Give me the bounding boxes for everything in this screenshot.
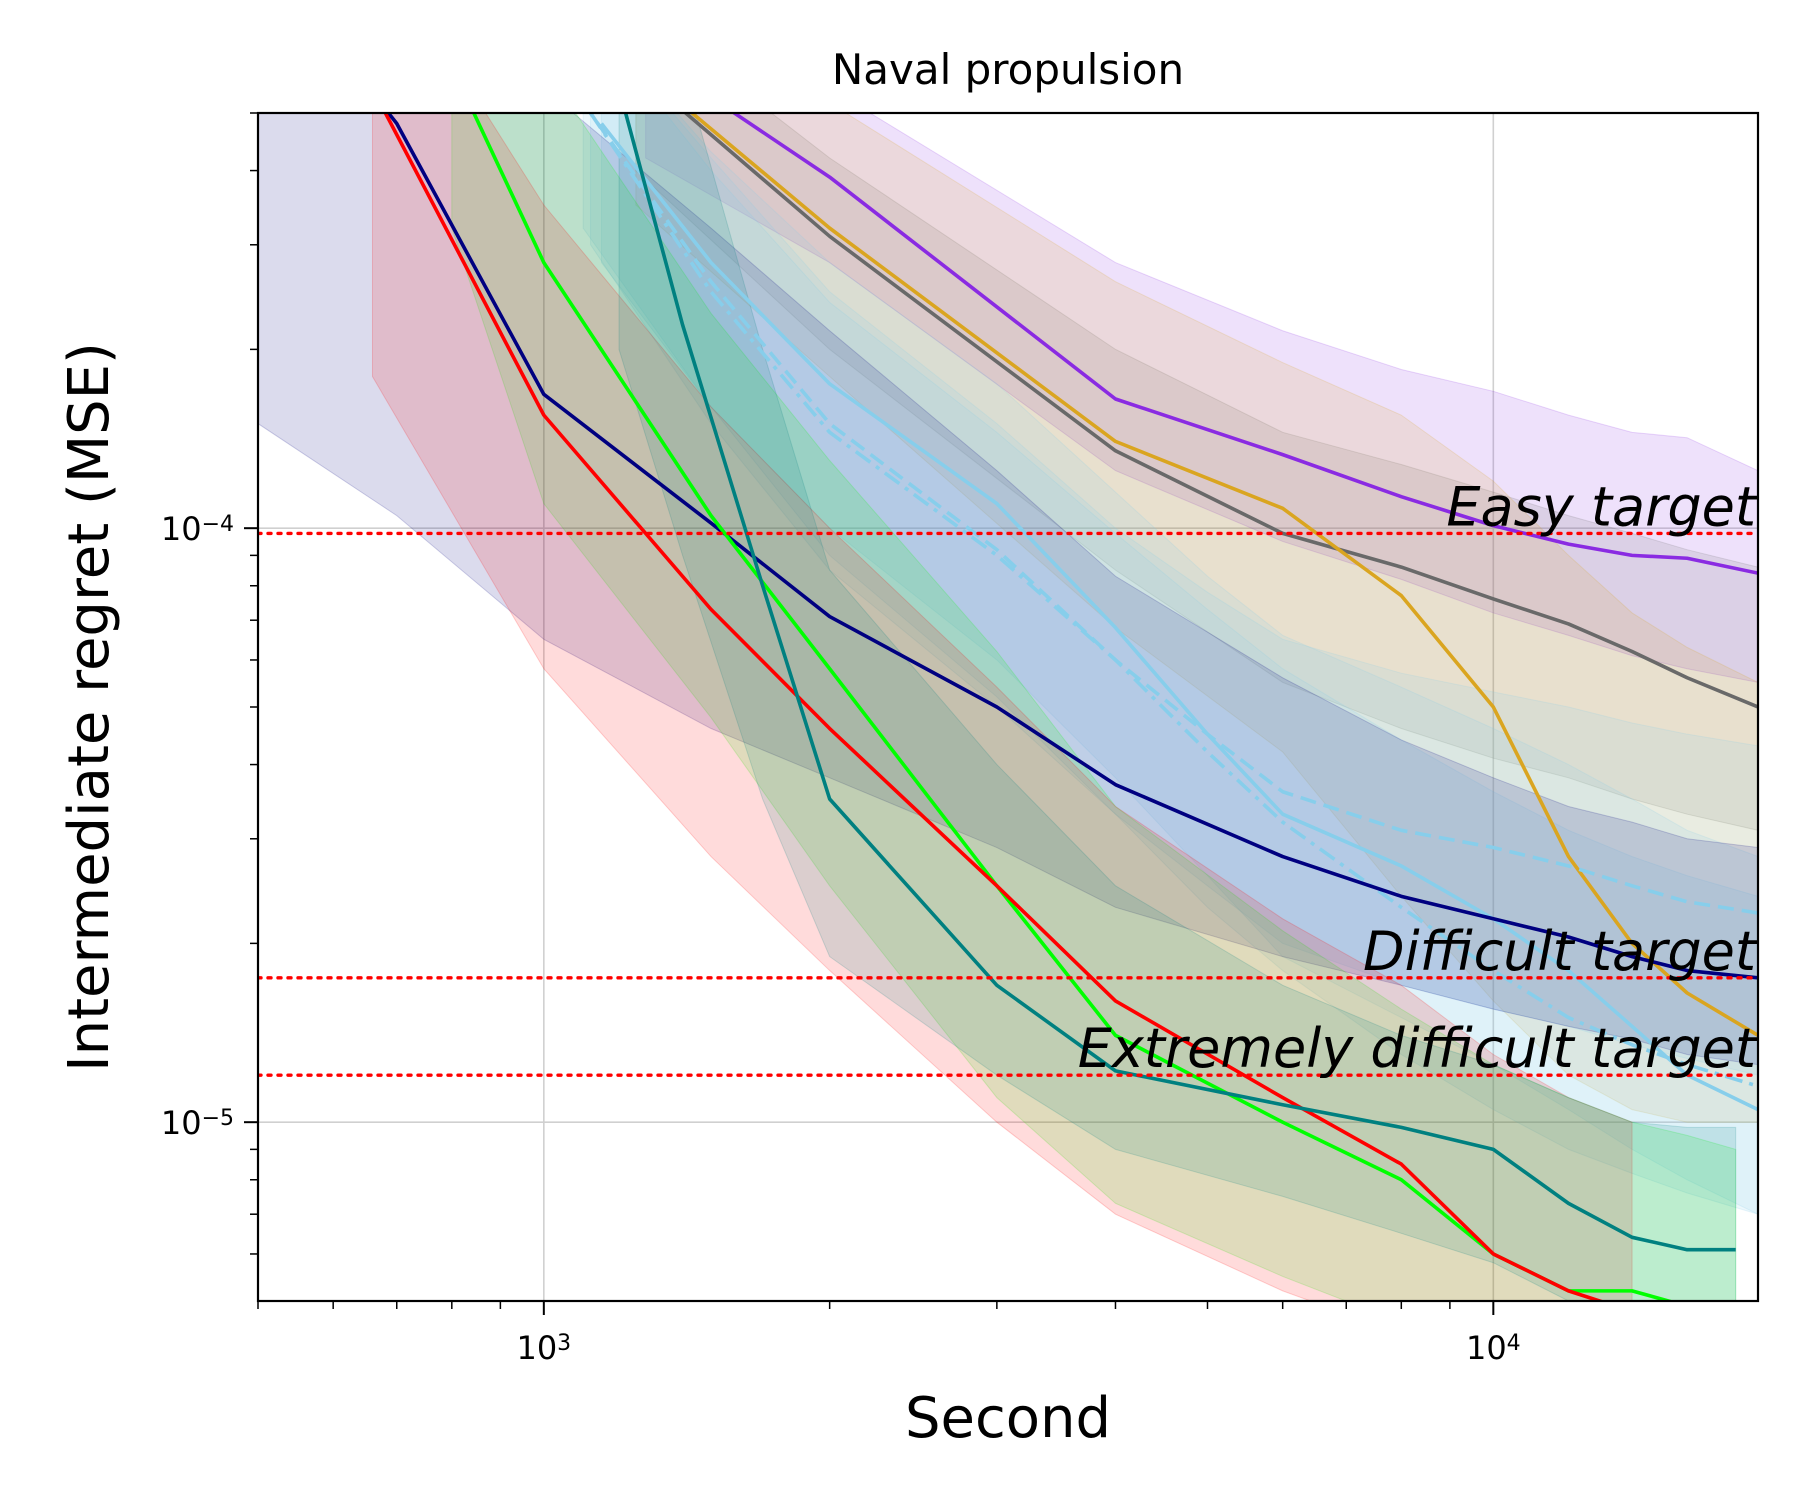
- target-label-difficult: Difficult target: [1363, 920, 1758, 983]
- line-skyblue-dashdot: [589, 113, 1758, 1088]
- line-lime: [471, 113, 1676, 1301]
- line-red: [383, 113, 1606, 1301]
- target-label-extremely-difficult: Extremely difficult target: [1078, 1017, 1758, 1080]
- target-lines: [258, 531, 1758, 1077]
- x-tick-label: 103: [516, 1329, 571, 1367]
- y-tick-label: 10−4: [161, 510, 234, 548]
- target-label-easy: Easy target: [1446, 475, 1757, 538]
- line-purple: [731, 113, 1758, 575]
- band-teal: [618, 113, 1737, 1301]
- x-tick-label: 104: [1466, 1329, 1521, 1367]
- confidence-bands: [258, 113, 1758, 1301]
- x-axis-label: Second: [905, 1386, 1111, 1451]
- line-orange: [689, 113, 1758, 1037]
- band-purple: [645, 113, 1758, 683]
- chart-title: Naval propulsion: [832, 45, 1184, 94]
- axis-ticks: 103 104 10−4 10−5: [161, 112, 1521, 1367]
- line-gray: [682, 113, 1758, 709]
- line-navy: [386, 113, 1758, 980]
- line-skyblue-dashed: [588, 113, 1758, 915]
- band-red: [371, 113, 1633, 1301]
- line-teal: [623, 113, 1736, 1252]
- y-axis-label: Intermediate regret (MSE): [57, 342, 122, 1072]
- grid-lines: [258, 113, 1758, 1301]
- y-tick-label: 10−5: [161, 1104, 234, 1142]
- band-orange: [635, 113, 1758, 1123]
- line-skyblue-solid: [600, 122, 1758, 1112]
- band-lime: [451, 113, 1737, 1301]
- band-skyblue-dashed: [582, 113, 1758, 1076]
- band-skyblue-dashdot: [590, 113, 1758, 1215]
- series-lines: [383, 113, 1758, 1301]
- band-skyblue-solid: [600, 113, 1758, 1215]
- band-navy: [258, 113, 1758, 1066]
- target-labels: Easy target Difficult target Extremely dif…: [1078, 475, 1758, 1080]
